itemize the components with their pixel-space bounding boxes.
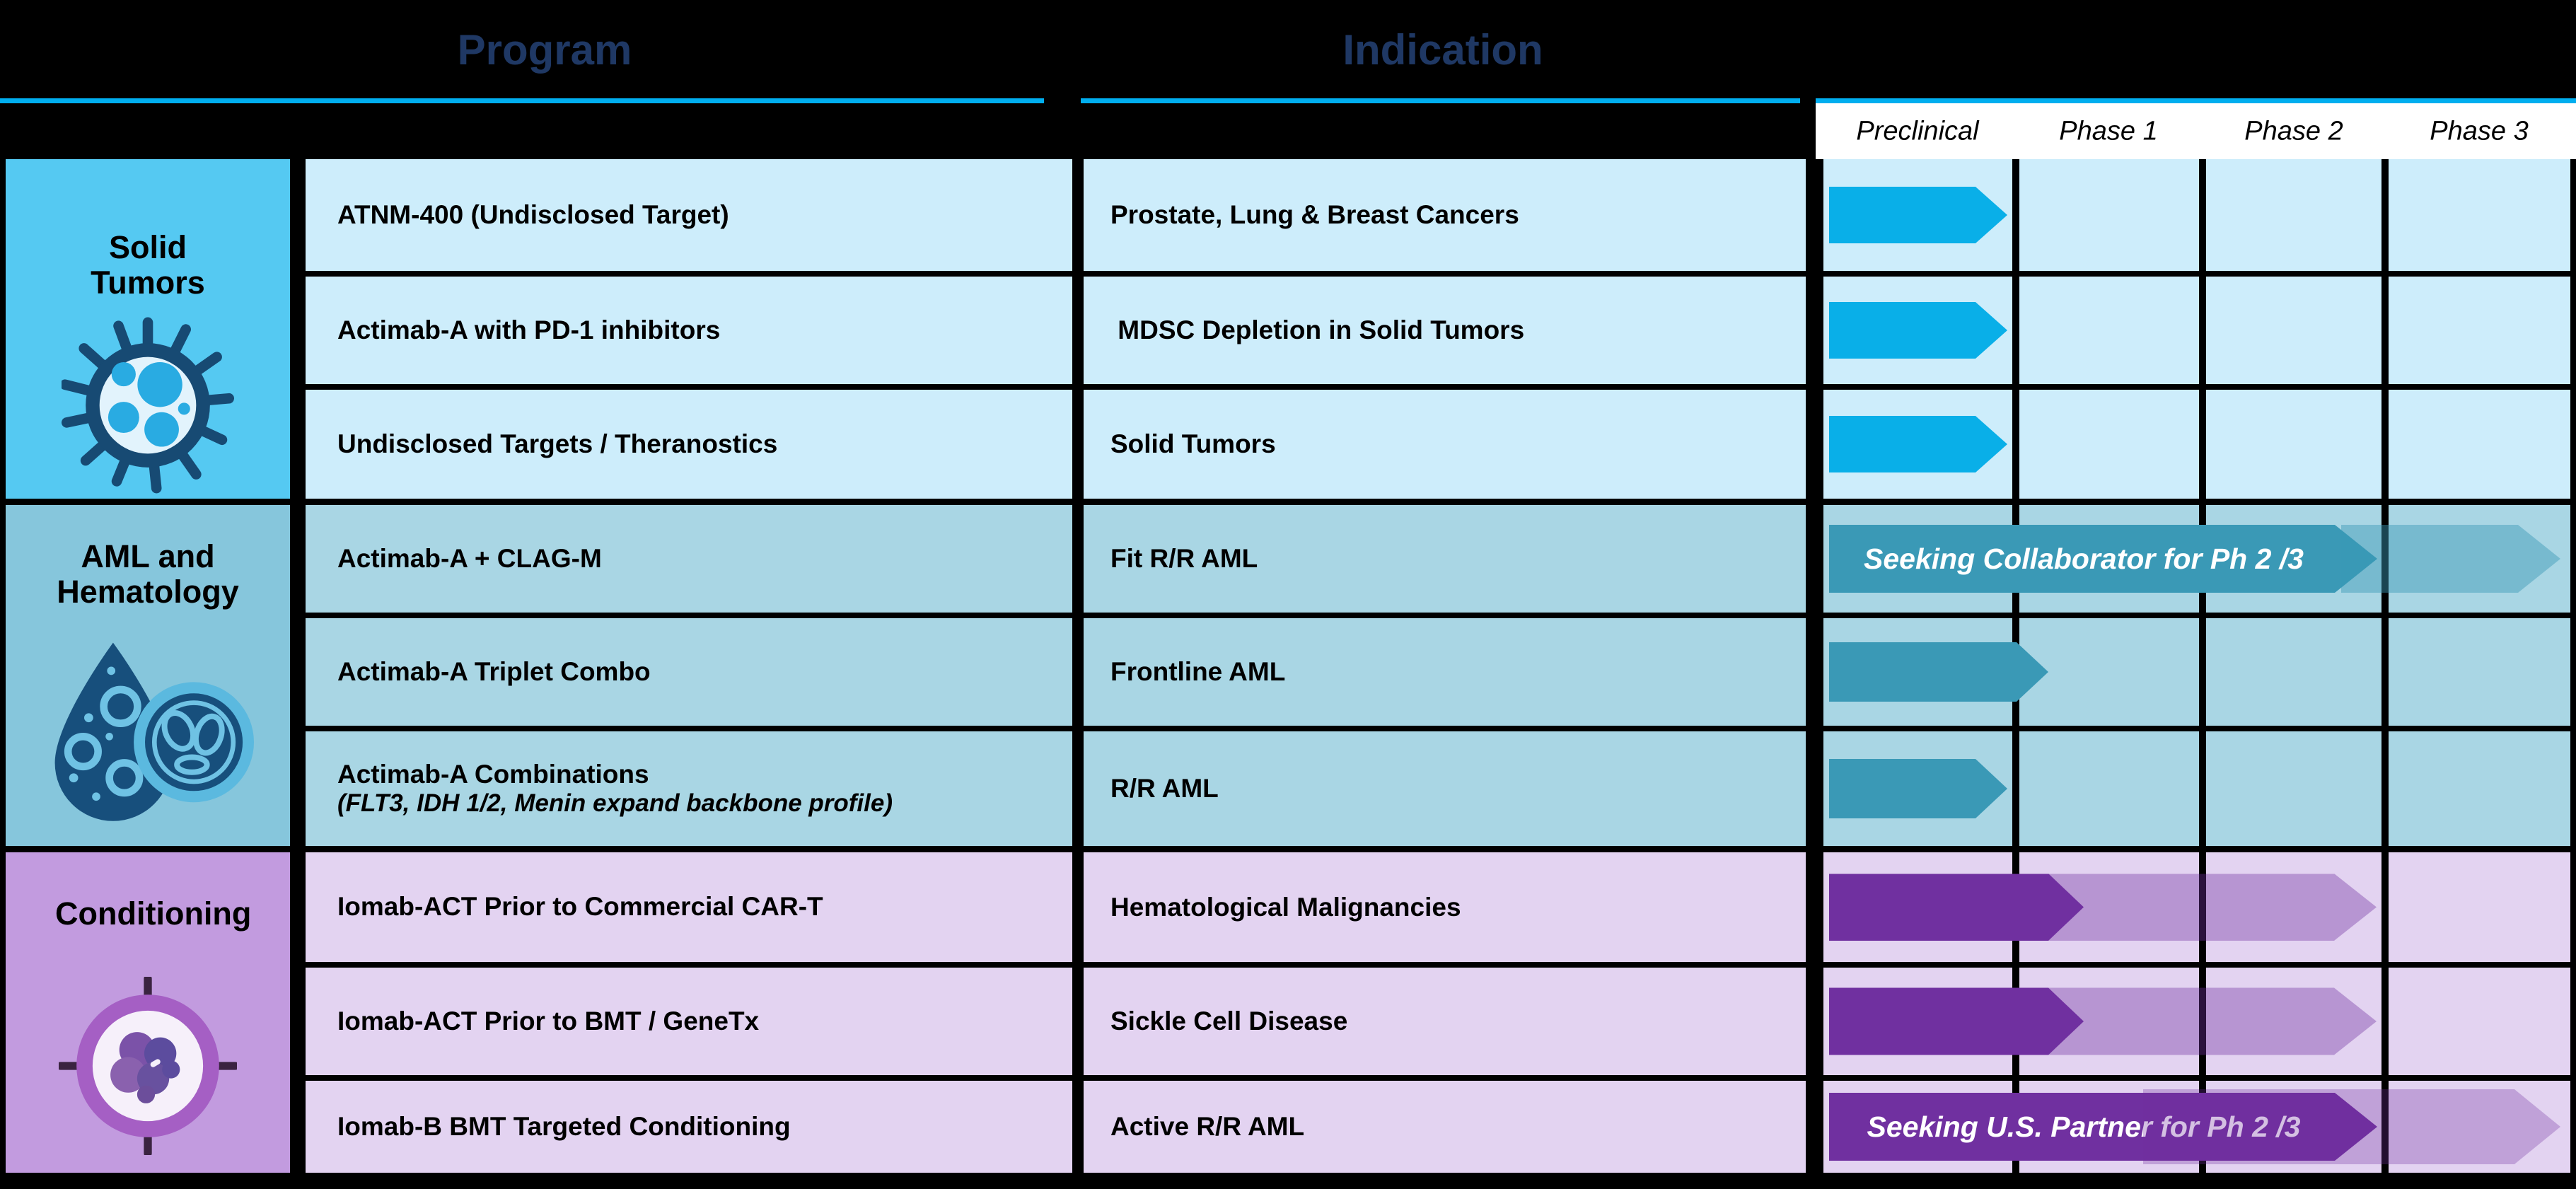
program-cell: Actimab-A Triplet Combo: [306, 618, 1072, 726]
indication-column-title: Indication: [1342, 25, 1543, 74]
arrow-status-label: Seeking U.S. Partner for Ph 2 /3: [1867, 1110, 2301, 1143]
indication-name: Fit R/R AML: [1110, 544, 1258, 573]
arrow-status-label: Seeking Collaborator for Ph 2 /3: [1864, 542, 2304, 575]
program-name: Actimab-A + CLAG-M: [337, 543, 602, 573]
program-cell: Iomab-B BMT Targeted Conditioning: [306, 1081, 1072, 1173]
progress-arrow-phase1: [1829, 642, 2048, 702]
program-cell: Actimab-A with PD-1 inhibitors: [306, 277, 1072, 384]
progress-arrow-phase1: [1829, 988, 2084, 1055]
program-name: Actimab-A with PD-1 inhibitors: [337, 315, 721, 344]
indication-name: Solid Tumors: [1110, 429, 1276, 458]
indication-cell: Hematological Malignancies: [1084, 852, 1806, 962]
phase-track: Seeking Collaborator for Ph 2 /3: [1823, 505, 2570, 613]
progress-arrow-preclinical: [1829, 187, 2007, 243]
phase-label-phase1: Phase 1: [2059, 116, 2158, 146]
indication-cell: Fit R/R AML: [1084, 505, 1806, 613]
category-label: Solid Tumors: [91, 229, 205, 301]
blood-drop-icon: [54, 642, 254, 821]
tumor-cell-icon: [62, 317, 234, 494]
program-name: Actimab-A Triplet Combo: [337, 656, 651, 686]
program-note: (FLT3, IDH 1/2, Menin expand backbone pr…: [337, 789, 893, 818]
program-name: ATNM-400 (Undisclosed Target): [337, 199, 729, 229]
phase-header: Preclinical Phase 1 Phase 2 Phase 3: [1816, 98, 2576, 159]
program-underline: [0, 98, 1044, 103]
indication-underline: [1081, 98, 1800, 103]
projected-arrow-phase2: [2044, 874, 2377, 941]
program-cell: Undisclosed Targets / Theranostics: [306, 390, 1072, 499]
progress-arrow-preclinical: [1829, 302, 2007, 359]
program-column-title: Program: [457, 25, 632, 74]
indication-cell: Solid Tumors: [1084, 390, 1806, 499]
program-name: Undisclosed Targets / Theranostics: [337, 429, 778, 458]
progress-arrow-preclinical: [1829, 759, 2007, 818]
indication-cell: Active R/R AML: [1084, 1081, 1806, 1173]
program-name: Iomab-B BMT Targeted Conditioning: [337, 1111, 791, 1141]
program-cell: Actimab-A + CLAG-M: [306, 505, 1072, 613]
phase-label-phase3: Phase 3: [2430, 116, 2529, 146]
category-cell-conditioning: Conditioning: [6, 852, 290, 1173]
program-cell: Actimab-A Combinations (FLT3, IDH 1/2, M…: [306, 731, 1072, 846]
indication-cell: MDSC Depletion in Solid Tumors: [1084, 277, 1806, 384]
phase-label-phase2: Phase 2: [2244, 116, 2343, 146]
phase-track: [1823, 277, 2570, 384]
indication-cell: Prostate, Lung & Breast Cancers: [1084, 159, 1806, 271]
projected-arrow-phase2: [2044, 988, 2377, 1055]
indication-name: Active R/R AML: [1110, 1112, 1305, 1141]
indication-name: Sickle Cell Disease: [1110, 1007, 1348, 1036]
phase-track: [1823, 390, 2570, 499]
phase-track: Seeking U.S. Partner for Ph 2 /3: [1823, 1081, 2570, 1173]
category-cell-aml-hematology: AML and Hematology: [6, 505, 290, 846]
phase-track: [1823, 731, 2570, 846]
projected-arrow-phase3: [2341, 525, 2560, 593]
indication-cell: Sickle Cell Disease: [1084, 968, 1806, 1075]
category-label: AML and Hematology: [57, 538, 239, 610]
program-name: Iomab-ACT Prior to BMT / GeneTx: [337, 1006, 760, 1036]
progress-arrow-phase2: Seeking U.S. Partner for Ph 2 /3: [1829, 1093, 2377, 1161]
program-cell: Iomab-ACT Prior to BMT / GeneTx: [306, 968, 1072, 1075]
indication-name: MDSC Depletion in Solid Tumors: [1110, 315, 1525, 344]
progress-arrow-preclinical: [1829, 416, 2007, 472]
program-cell: Iomab-ACT Prior to Commercial CAR-T: [306, 852, 1072, 962]
program-name: Actimab-A Combinations: [337, 759, 649, 789]
indication-name: Hematological Malignancies: [1110, 892, 1461, 922]
progress-arrow-phase2: Seeking Collaborator for Ph 2 /3: [1829, 525, 2377, 593]
indication-cell: R/R AML: [1084, 731, 1806, 846]
indication-name: Prostate, Lung & Breast Cancers: [1110, 200, 1519, 229]
indication-cell: Frontline AML: [1084, 618, 1806, 726]
phase-track: [1823, 852, 2570, 962]
category-cell-solid-tumors: Solid Tumors: [6, 159, 290, 499]
phase-track: [1823, 159, 2570, 271]
progress-arrow-phase1: [1829, 874, 2084, 941]
target-cell-icon: [59, 977, 237, 1156]
phase-track: [1823, 968, 2570, 1075]
program-cell: ATNM-400 (Undisclosed Target): [306, 159, 1072, 271]
program-name: Iomab-ACT Prior to Commercial CAR-T: [337, 892, 823, 922]
category-label: Conditioning: [55, 895, 252, 932]
indication-name: Frontline AML: [1110, 657, 1286, 686]
phase-label-preclinical: Preclinical: [1856, 116, 1979, 146]
phase-track: [1823, 618, 2570, 726]
indication-name: R/R AML: [1110, 774, 1219, 803]
projected-arrow-phase3: [2143, 1089, 2560, 1164]
